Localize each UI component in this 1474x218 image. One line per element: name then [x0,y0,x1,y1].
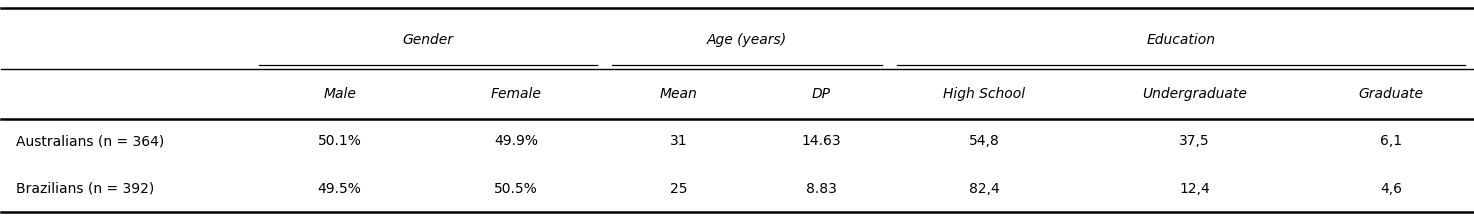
Text: 50.5%: 50.5% [494,182,538,196]
Text: Female: Female [491,87,541,101]
Text: 12,4: 12,4 [1179,182,1210,196]
Text: 31: 31 [671,134,688,148]
Text: Age (years): Age (years) [706,33,787,47]
Text: 82,4: 82,4 [968,182,999,196]
Text: 25: 25 [671,182,688,196]
Text: 8.83: 8.83 [806,182,837,196]
Text: 49.5%: 49.5% [318,182,361,196]
Text: DP: DP [812,87,831,101]
Text: 6,1: 6,1 [1380,134,1402,148]
Text: Male: Male [323,87,357,101]
Text: 4,6: 4,6 [1380,182,1402,196]
Text: Undergraduate: Undergraduate [1142,87,1247,101]
Text: Mean: Mean [660,87,697,101]
Text: Australians (n = 364): Australians (n = 364) [16,134,165,148]
Text: 14.63: 14.63 [802,134,842,148]
Text: 50.1%: 50.1% [318,134,361,148]
Text: Graduate: Graduate [1359,87,1424,101]
Text: Education: Education [1147,33,1216,47]
Text: 49.9%: 49.9% [494,134,538,148]
Text: 54,8: 54,8 [968,134,999,148]
Text: Gender: Gender [402,33,454,47]
Text: High School: High School [943,87,1026,101]
Text: Brazilians (n = 392): Brazilians (n = 392) [16,182,155,196]
Text: 37,5: 37,5 [1179,134,1210,148]
